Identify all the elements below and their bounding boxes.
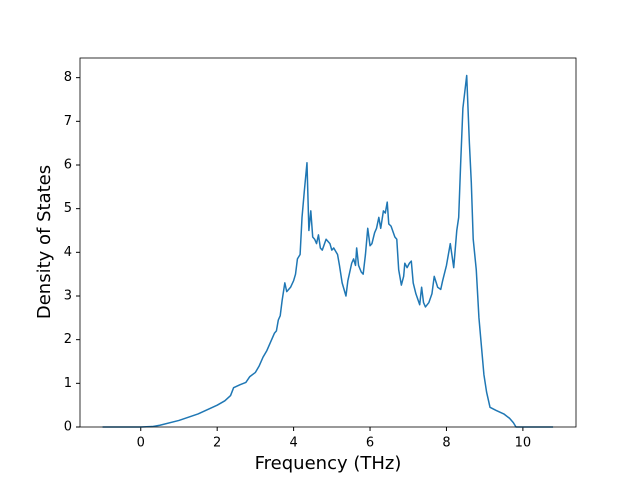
y-axis-label: Density of States bbox=[34, 165, 55, 319]
line bbox=[102, 74, 554, 428]
y-tick-label: 0 bbox=[64, 420, 72, 435]
x-tick-label: 4 bbox=[289, 436, 297, 451]
x-tick-label: 2 bbox=[213, 436, 221, 451]
x-axis-label: Frequency (THz) bbox=[255, 453, 402, 474]
y-tick-label: 4 bbox=[64, 245, 72, 260]
x-tick-label: 10 bbox=[515, 436, 532, 451]
x-tick-label: 6 bbox=[366, 436, 374, 451]
y-tick-label: 1 bbox=[64, 376, 72, 391]
plot-frame bbox=[79, 57, 577, 428]
y-tick-label: 5 bbox=[64, 201, 72, 216]
y-tick-label: 3 bbox=[64, 288, 72, 303]
y-tick-label: 2 bbox=[64, 332, 72, 347]
y-tick-label: 6 bbox=[64, 157, 72, 172]
x-tick-label: 0 bbox=[137, 436, 145, 451]
y-tick-label: 7 bbox=[64, 114, 72, 129]
x-tick-label: 8 bbox=[442, 436, 450, 451]
y-tick-label: 8 bbox=[64, 70, 72, 85]
